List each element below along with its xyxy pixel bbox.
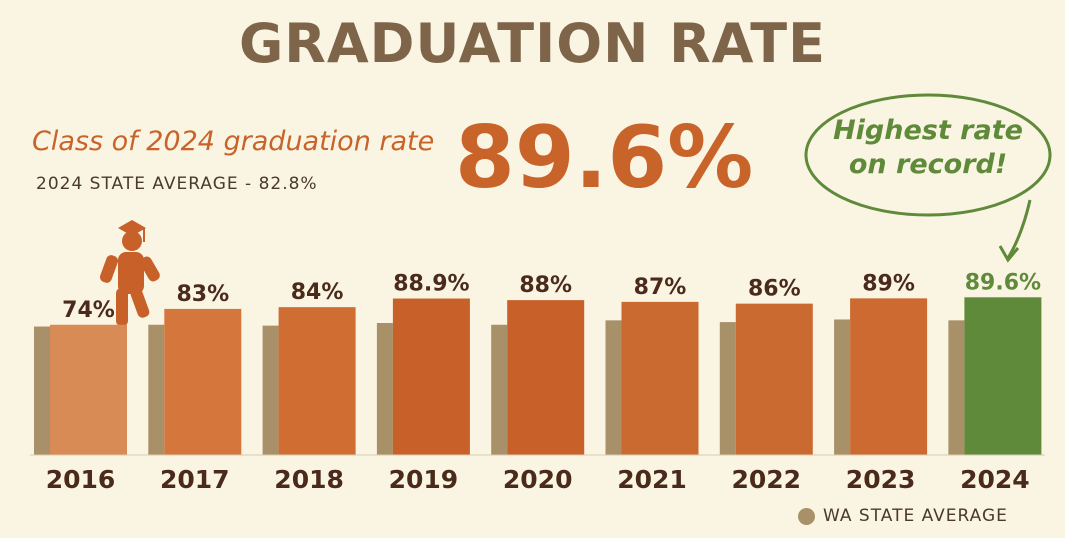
speech-bubble-icon [804,93,1052,263]
graduation-bar [50,324,127,455]
graduation-bar [507,300,585,455]
subtitle: Class of 2024 graduation rate [32,126,435,157]
state-average-bar [376,323,393,455]
bars-layer: 74% 2016 83% 2017 84% 2018 88.9% 2019 88% 2020 87%… [30,270,1045,494]
callout-text: Highest rate on record! [808,114,1048,182]
bar-value-label: 88% [519,273,572,298]
state-average-bar [491,324,508,455]
graduation-bar [621,301,699,455]
bar-value-label: 88.9% [393,272,469,297]
year-tick-label: 2021 [617,465,687,494]
year-tick-label: 2020 [503,465,573,494]
year-tick-label: 2017 [160,465,230,494]
bar-value-label: 86% [748,277,801,302]
state-average-bar [948,320,965,455]
year-tick-label: 2016 [46,465,116,494]
state-average-bar [834,319,851,455]
bar-value-label: 89% [862,271,915,296]
year-tick-label: 2018 [274,465,344,494]
year-tick-label: 2024 [960,465,1030,494]
legend-label: WA STATE AVERAGE [823,506,1008,526]
state-average-bar [148,324,165,455]
bar-value-label: 84% [291,280,344,305]
state-average-bar [262,325,279,455]
graduation-bar [735,303,813,455]
year-tick-label: 2019 [389,465,459,494]
state-average-bar [605,320,622,455]
graduation-bar [278,307,356,455]
legend-swatch [798,507,815,525]
state-average-bar [719,322,736,455]
graduation-bar [392,298,470,455]
state-average-text: 2024 STATE AVERAGE - 82.8% [36,174,318,194]
graduate-icon [99,220,160,326]
callout-line-1: Highest rate [833,115,1023,146]
callout-line-2: on record! [848,149,1008,180]
graduation-bar [164,308,242,455]
headline-rate: 89.6% [455,108,754,208]
bar-value-label: 89.6% [965,270,1041,295]
legend: WA STATE AVERAGE [798,506,1008,526]
bar-value-label: 87% [634,275,687,300]
graduation-bar [850,298,928,455]
year-tick-label: 2022 [732,465,802,494]
year-tick-label: 2023 [846,465,916,494]
bar-value-label: 83% [176,282,229,307]
graduation-bar [964,297,1042,455]
state-average-bar [34,326,50,455]
page-title: GRADUATION RATE [238,12,827,75]
bar-value-label: 74% [62,298,115,323]
